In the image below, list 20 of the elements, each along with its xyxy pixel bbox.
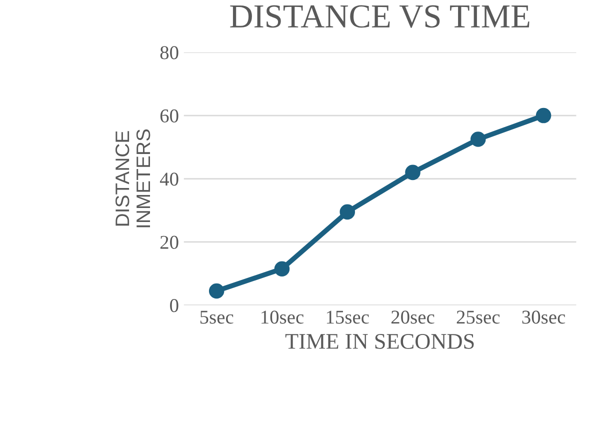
y-tick-label: 40 bbox=[160, 172, 178, 186]
point bbox=[536, 108, 552, 124]
point bbox=[208, 283, 224, 299]
y-axis-title: DISTANCE INMETERS bbox=[115, 129, 150, 228]
point bbox=[274, 261, 290, 276]
y-tick-label: 80 bbox=[160, 46, 178, 60]
x-axis-title: TIME IN SECONDS bbox=[285, 334, 474, 349]
y-tick-label: 20 bbox=[160, 236, 178, 249]
x-tick-label: 30sec bbox=[522, 310, 566, 324]
y-tick-label: 60 bbox=[160, 109, 178, 122]
x-tick-label: 10sec bbox=[262, 310, 304, 324]
chart-title: DISTANCE VS TIME bbox=[230, 5, 530, 28]
y-tick-label: 0 bbox=[170, 299, 178, 312]
point bbox=[470, 132, 486, 147]
x-tick-label: 25sec bbox=[456, 310, 500, 324]
x-tick-label: 5sec bbox=[200, 310, 234, 324]
point bbox=[405, 164, 420, 180]
x-tick-label: 15sec bbox=[326, 310, 369, 324]
x-tick-label: 20sec bbox=[391, 310, 434, 324]
point bbox=[340, 204, 356, 220]
